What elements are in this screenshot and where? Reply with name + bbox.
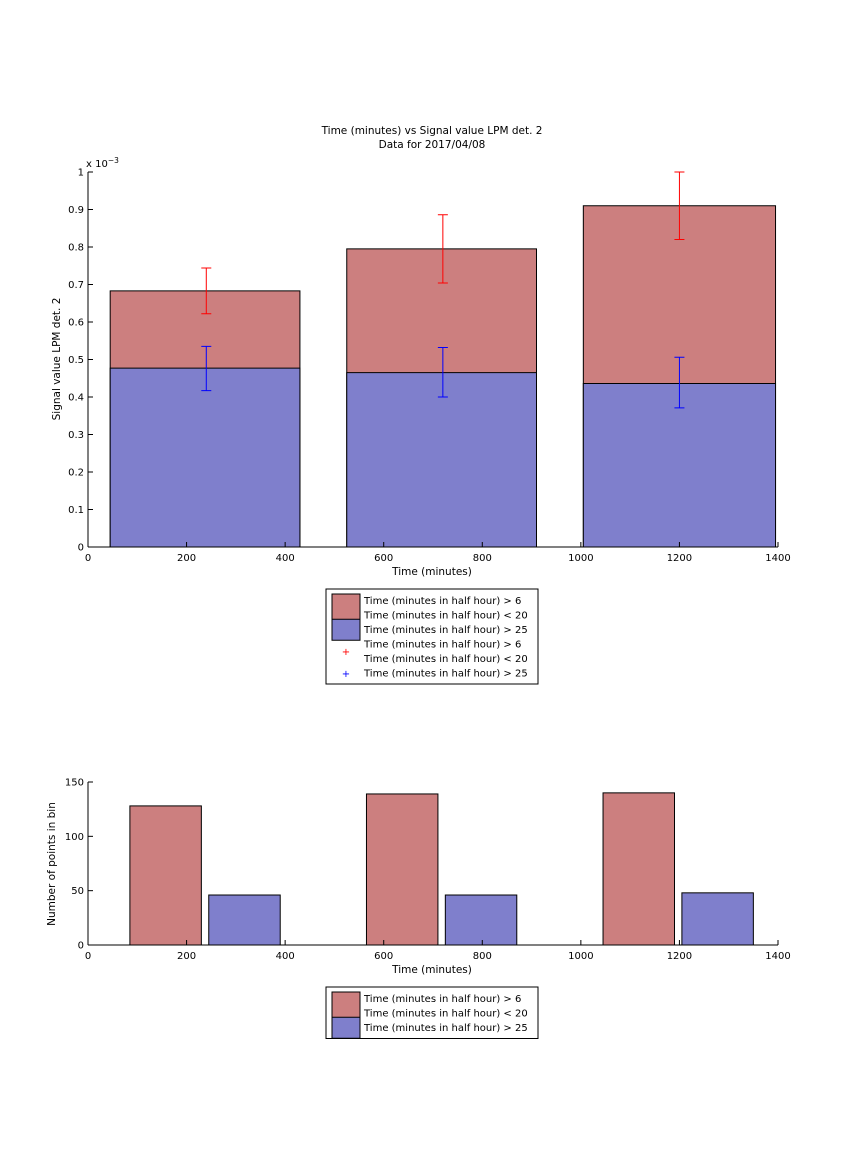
legend-entry: Time (minutes in half hour) > 25 <box>363 625 528 636</box>
y-tick-label: 0.3 <box>68 430 84 441</box>
y-tick-label: 0 <box>78 543 84 554</box>
x-tick-label: 1400 <box>765 951 790 962</box>
legend-swatch <box>331 593 361 623</box>
y-tick-label: 0.8 <box>68 243 84 254</box>
bar-blue <box>109 367 301 548</box>
y-tick-label: 0.9 <box>68 205 84 216</box>
signal-legend: Time (minutes in half hour) > 6 Time (min… <box>325 588 539 685</box>
count-chart: 0 200 400 600 800 1000 1200 1400 0 50 100 150 Time … <box>46 778 791 1039</box>
x-tick-label: 1200 <box>667 553 692 564</box>
legend-entry: Time (minutes in half hour) < 20 <box>363 1009 528 1020</box>
y-tick-label: 100 <box>65 832 84 843</box>
legend-entry: Time (minutes in half hour) > 25 <box>363 669 528 680</box>
bar-blue <box>582 383 777 548</box>
y-axis-label: Signal value LPM det. 2 <box>51 298 63 421</box>
legend-marker: + <box>342 669 350 680</box>
y-exponent-base: x 10 <box>86 159 108 170</box>
y-axis-label: Number of points in bin <box>46 802 58 926</box>
y-tick-label: 150 <box>65 778 84 789</box>
x-tick-label: 1000 <box>568 951 593 962</box>
y-tick-label: 50 <box>71 886 84 897</box>
y-exponent-label: x 10−3 <box>86 156 119 170</box>
legend-entry: Time (minutes in half hour) > 6 <box>363 596 521 607</box>
x-tick-label: 800 <box>473 951 492 962</box>
legend-entry: Time (minutes in half hour) > 6 <box>363 640 521 651</box>
y-exponent-power: −3 <box>108 156 119 165</box>
y-tick-label: 1 <box>78 168 84 179</box>
count-bars <box>129 792 754 946</box>
legend-entry: Time (minutes in half hour) > 6 <box>363 994 521 1005</box>
legend-entry: Time (minutes in half hour) > 25 <box>363 1023 528 1034</box>
bar-blue <box>444 894 518 946</box>
legend-swatch <box>331 1016 361 1039</box>
legend-swatch <box>331 991 361 1021</box>
x-tick-label: 1400 <box>765 553 790 564</box>
y-tick-label: 0.4 <box>68 393 84 404</box>
signal-chart: Time (minutes) vs Signal value LPM det. … <box>51 125 791 685</box>
x-tick-label: 600 <box>374 553 393 564</box>
legend-entry: Time (minutes in half hour) < 20 <box>363 611 528 622</box>
legend-box <box>325 986 539 1039</box>
x-tick-label: 200 <box>177 553 196 564</box>
x-tick-label: 1200 <box>667 951 692 962</box>
x-tick-label: 800 <box>473 553 492 564</box>
bar-blue <box>346 372 537 548</box>
bar-red <box>365 793 439 946</box>
y-tick-label: 0.5 <box>68 355 84 366</box>
x-tick-label: 1000 <box>568 553 593 564</box>
bar-blue <box>208 894 281 946</box>
chart-subtitle: Data for 2017/04/08 <box>379 139 486 151</box>
bar-red <box>129 805 202 946</box>
count-legend: Time (minutes in half hour) > 6 Time (min… <box>325 986 539 1039</box>
x-tick-label: 0 <box>85 951 91 962</box>
legend-entry: Time (minutes in half hour) < 20 <box>363 654 528 665</box>
legend-swatch <box>331 618 361 641</box>
count-axes: 0 200 400 600 800 1000 1200 1400 0 50 100 150 <box>65 778 791 963</box>
x-tick-label: 600 <box>374 951 393 962</box>
x-tick-label: 400 <box>276 951 295 962</box>
chart-title: Time (minutes) vs Signal value LPM det. … <box>321 125 543 137</box>
x-axis-label: Time (minutes) <box>391 566 472 578</box>
y-tick-label: 0.7 <box>68 280 84 291</box>
bar-blue <box>681 892 754 946</box>
error-bars <box>201 171 685 409</box>
x-tick-label: 400 <box>276 553 295 564</box>
x-tick-label: 0 <box>85 553 91 564</box>
y-tick-label: 0.6 <box>68 318 84 329</box>
y-tick-label: 0 <box>78 941 84 952</box>
stacked-bars <box>109 205 777 548</box>
legend-box <box>325 588 539 685</box>
bar-red <box>602 792 675 946</box>
y-tick-label: 0.2 <box>68 468 84 479</box>
legend-marker: + <box>342 647 350 658</box>
y-tick-label: 0.1 <box>68 505 84 516</box>
x-tick-label: 200 <box>177 951 196 962</box>
x-axis-label: Time (minutes) <box>391 964 472 976</box>
signal-axes: 0 200 400 600 800 1000 1200 1400 0 0.1 0.2 0.3 0.4 0.… <box>68 168 791 565</box>
